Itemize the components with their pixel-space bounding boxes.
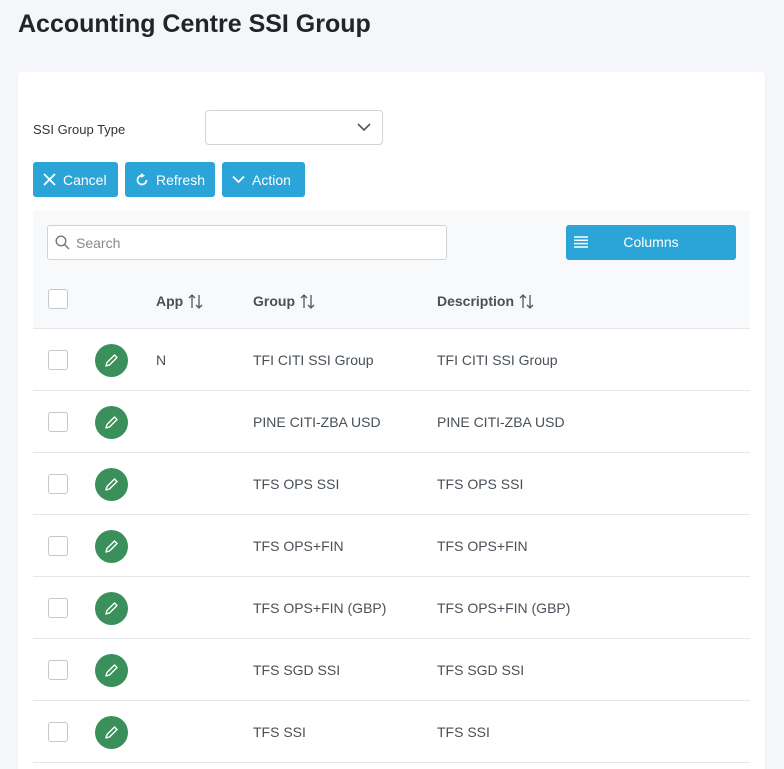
column-header-group[interactable]: Group xyxy=(253,293,315,309)
cell-description: TFS SGD SSI xyxy=(437,662,525,678)
cell-group: TFS SGD SSI xyxy=(253,662,341,678)
edit-button[interactable] xyxy=(95,406,128,439)
pencil-icon xyxy=(105,602,118,615)
cell-group: TFS OPS+FIN (GBP) xyxy=(253,600,387,616)
pencil-icon xyxy=(105,540,118,553)
chevron-down-icon xyxy=(357,123,371,132)
cell-group: TFS SSI xyxy=(253,724,306,740)
table-row: TFS SGD SSI TFS SGD SSI xyxy=(33,639,750,701)
refresh-button-label: Refresh xyxy=(155,171,205,188)
table-row: TFS OPS SSI TFS OPS SSI xyxy=(33,453,750,515)
action-button-label: Action xyxy=(252,171,291,188)
cell-description: TFS SSI xyxy=(437,724,490,740)
row-checkbox[interactable] xyxy=(48,474,68,494)
cancel-button[interactable]: Cancel xyxy=(33,162,118,197)
table-header: App Group Description xyxy=(33,274,750,329)
chevron-down-icon xyxy=(232,175,245,184)
row-checkbox[interactable] xyxy=(48,660,68,680)
cell-group: PINE CITI-ZBA USD xyxy=(253,414,381,430)
search-box[interactable] xyxy=(47,225,447,260)
column-header-description-label: Description xyxy=(437,293,515,309)
pencil-icon xyxy=(105,416,118,429)
sort-icon xyxy=(300,293,315,309)
page-title: Accounting Centre SSI Group xyxy=(18,10,371,38)
main-card: SSI Group Type Cancel Refresh Action xyxy=(18,72,765,769)
cell-description: TFS OPS SSI xyxy=(437,476,524,492)
action-button[interactable]: Action xyxy=(222,162,305,197)
edit-button[interactable] xyxy=(95,654,128,687)
column-header-app[interactable]: App xyxy=(156,293,203,309)
columns-button[interactable]: Columns xyxy=(566,225,736,260)
search-input[interactable] xyxy=(76,226,441,259)
cell-description: PINE CITI-ZBA USD xyxy=(437,414,565,430)
pencil-icon xyxy=(105,664,118,677)
cell-app: N xyxy=(156,352,167,368)
edit-button[interactable] xyxy=(95,716,128,749)
cell-group: TFS OPS SSI xyxy=(253,476,340,492)
row-checkbox[interactable] xyxy=(48,598,68,618)
cell-description: TFS OPS+FIN xyxy=(437,538,528,554)
row-checkbox[interactable] xyxy=(48,350,68,370)
table-body: N TFI CITI SSI Group TFI CITI SSI Group … xyxy=(33,329,750,763)
data-table: Columns App Group xyxy=(33,211,750,769)
table-row: TFS SSI TFS SSI xyxy=(33,701,750,763)
list-icon xyxy=(574,236,588,248)
cell-group: TFS OPS+FIN xyxy=(253,538,344,554)
pencil-icon xyxy=(105,478,118,491)
edit-button[interactable] xyxy=(95,592,128,625)
ssi-group-type-select[interactable] xyxy=(205,110,383,145)
refresh-button[interactable]: Refresh xyxy=(125,162,215,197)
table-row: TFS OPS+FIN (GBP) TFS OPS+FIN (GBP) xyxy=(33,577,750,639)
edit-button[interactable] xyxy=(95,468,128,501)
search-icon xyxy=(55,235,70,250)
ssi-group-type-label: SSI Group Type xyxy=(33,122,126,137)
columns-button-label: Columns xyxy=(623,234,679,250)
row-checkbox[interactable] xyxy=(48,536,68,556)
table-toolbar: Columns xyxy=(33,211,750,274)
cell-description: TFS OPS+FIN (GBP) xyxy=(437,600,571,616)
edit-button[interactable] xyxy=(95,530,128,563)
row-checkbox[interactable] xyxy=(48,722,68,742)
column-header-description[interactable]: Description xyxy=(437,293,534,309)
cancel-button-label: Cancel xyxy=(63,171,107,188)
sort-icon xyxy=(188,293,203,309)
table-row: TFS OPS+FIN TFS OPS+FIN xyxy=(33,515,750,577)
sort-icon xyxy=(519,293,534,309)
pencil-icon xyxy=(105,726,118,739)
refresh-icon xyxy=(136,172,148,185)
column-header-group-label: Group xyxy=(253,293,295,309)
cell-description: TFI CITI SSI Group xyxy=(437,352,558,368)
select-all-checkbox[interactable] xyxy=(48,289,68,309)
cell-group: TFI CITI SSI Group xyxy=(253,352,374,368)
edit-button[interactable] xyxy=(95,344,128,377)
table-row: N TFI CITI SSI Group TFI CITI SSI Group xyxy=(33,329,750,391)
close-icon xyxy=(43,173,56,186)
row-checkbox[interactable] xyxy=(48,412,68,432)
column-header-app-label: App xyxy=(156,293,184,309)
pencil-icon xyxy=(105,354,118,367)
table-row: PINE CITI-ZBA USD PINE CITI-ZBA USD xyxy=(33,391,750,453)
